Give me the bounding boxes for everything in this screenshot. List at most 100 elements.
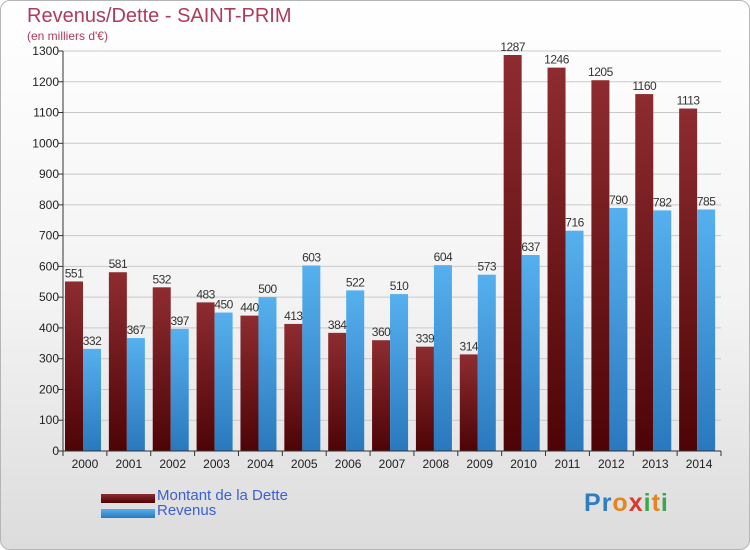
y-tick-label: 400 — [39, 321, 59, 335]
revenue-bar — [609, 207, 628, 451]
debt-bar — [415, 346, 434, 451]
y-tick-label: 900 — [39, 167, 59, 181]
revenue-data-label: 522 — [346, 275, 365, 289]
debt-data-label: 1160 — [632, 79, 657, 93]
debt-bar — [196, 302, 215, 451]
bars — [65, 55, 716, 452]
x-tick-label: 2008 — [423, 457, 450, 471]
revenue-data-label: 510 — [390, 279, 409, 293]
revenue-data-label: 500 — [258, 282, 277, 296]
revenue-bar — [565, 230, 584, 451]
revenue-data-label: 716 — [565, 216, 584, 230]
debt-bar — [108, 272, 127, 451]
logo-letter: t — [651, 489, 661, 517]
debt-bar — [65, 281, 83, 451]
y-tick-label: 500 — [39, 290, 59, 304]
debt-bar — [152, 287, 171, 451]
revenue-bar — [433, 265, 452, 451]
debt-data-label: 581 — [109, 257, 128, 271]
legend-label-revenus: Revenus — [157, 502, 217, 519]
logo-letter: i — [660, 489, 669, 517]
revenue-data-label: 450 — [214, 298, 233, 312]
x-tick-label: 2007 — [379, 457, 406, 471]
revenue-bar — [170, 328, 189, 451]
x-tick-label: 2012 — [598, 457, 625, 471]
debt-bar — [591, 80, 610, 451]
debt-bar — [284, 323, 303, 451]
revenue-data-label: 573 — [478, 260, 497, 274]
debt-data-label: 483 — [196, 287, 215, 301]
x-tick-label: 2001 — [115, 457, 142, 471]
x-tick-label: 2003 — [203, 457, 230, 471]
debt-bar — [635, 94, 654, 452]
debt-data-label: 1205 — [588, 65, 614, 79]
y-tick-label: 300 — [39, 352, 59, 366]
proxiti-logo: Proxiti — [584, 489, 669, 518]
debt-data-label: 413 — [284, 309, 303, 323]
logo-letter: r — [601, 489, 613, 517]
chart-title: Revenus/Dette - SAINT-PRIM — [27, 5, 292, 27]
y-tick-label: 100 — [39, 413, 59, 427]
revenue-bar — [346, 290, 365, 451]
y-tick-label: 700 — [39, 229, 59, 243]
revenue-bar — [697, 209, 716, 451]
legend-swatch-revenus — [101, 509, 155, 518]
revenue-bar — [258, 297, 277, 451]
debt-bar — [240, 315, 259, 451]
y-tick-label: 200 — [39, 382, 59, 396]
revenue-data-label: 603 — [302, 250, 321, 264]
revenue-data-label: 785 — [697, 194, 716, 208]
revenue-data-label: 637 — [521, 240, 540, 254]
debt-data-label: 314 — [460, 339, 479, 353]
debt-data-label: 384 — [328, 318, 347, 332]
debt-data-label: 339 — [416, 332, 435, 346]
legend-label-debt: Montant de la Dette — [157, 487, 288, 504]
x-tick-label: 2006 — [335, 457, 362, 471]
debt-data-label: 532 — [152, 272, 171, 286]
debt-bar — [503, 55, 522, 451]
x-tick-label: 2010 — [510, 457, 537, 471]
logo-letter: x — [628, 489, 644, 517]
y-tick-label: 1000 — [32, 136, 59, 150]
revenue-data-label: 790 — [609, 193, 628, 207]
revenue-bar — [302, 265, 321, 451]
revenue-data-label: 604 — [434, 250, 453, 264]
debt-bar — [459, 354, 478, 451]
x-tick-label: 2013 — [642, 457, 669, 471]
revenue-bar — [214, 312, 233, 451]
x-tick-label: 2004 — [247, 457, 274, 471]
x-tick-label: 2014 — [686, 457, 713, 471]
revenue-data-label: 332 — [83, 334, 102, 348]
y-tick-label: 1300 — [32, 44, 59, 58]
debt-bar — [328, 332, 347, 451]
debt-data-label: 1246 — [544, 53, 570, 67]
y-tick-label: 800 — [39, 198, 59, 212]
revenue-bar — [653, 210, 672, 451]
debt-data-label: 1113 — [677, 94, 701, 108]
logo-letter: i — [643, 489, 652, 517]
revenue-bar — [390, 294, 409, 451]
x-tick-label: 2002 — [159, 457, 186, 471]
x-tick-label: 2011 — [555, 457, 581, 471]
debt-data-label: 440 — [240, 301, 259, 315]
debt-data-label: 551 — [65, 266, 84, 280]
x-tick-label: 2009 — [466, 457, 493, 471]
revenue-data-label: 782 — [653, 195, 672, 209]
y-tick-label: 0 — [52, 444, 59, 458]
y-tick-label: 600 — [39, 259, 59, 273]
logo-letter: P — [584, 489, 602, 517]
y-tick-label: 1200 — [32, 75, 59, 89]
x-tick-label: 2000 — [72, 457, 99, 471]
axes: 0 100 200 300 400 500 600 700 800 900 1000 1100 1200… — [32, 44, 722, 471]
debt-bar — [679, 108, 698, 452]
revenue-bar — [521, 255, 540, 451]
chart-subtitle: (en milliers d'€) — [27, 29, 108, 43]
debt-bar — [372, 340, 391, 451]
debt-data-label: 360 — [372, 325, 391, 339]
y-tick-label: 1100 — [33, 106, 59, 120]
revenue-data-label: 367 — [127, 323, 146, 337]
revenue-data-label: 397 — [170, 314, 189, 328]
